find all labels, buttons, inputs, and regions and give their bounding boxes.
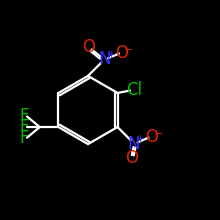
Text: +: +: [136, 134, 145, 144]
Text: +: +: [106, 50, 116, 60]
Text: F: F: [20, 118, 29, 136]
Text: N: N: [98, 50, 111, 68]
Text: O: O: [116, 44, 129, 62]
Text: F: F: [20, 108, 29, 125]
Text: O: O: [145, 128, 158, 146]
Text: O: O: [82, 38, 96, 56]
Text: N: N: [128, 135, 140, 152]
Text: Cl: Cl: [126, 81, 142, 99]
Text: −: −: [154, 129, 163, 139]
Text: −: −: [124, 45, 133, 55]
Text: O: O: [125, 149, 138, 167]
Text: F: F: [20, 129, 29, 147]
